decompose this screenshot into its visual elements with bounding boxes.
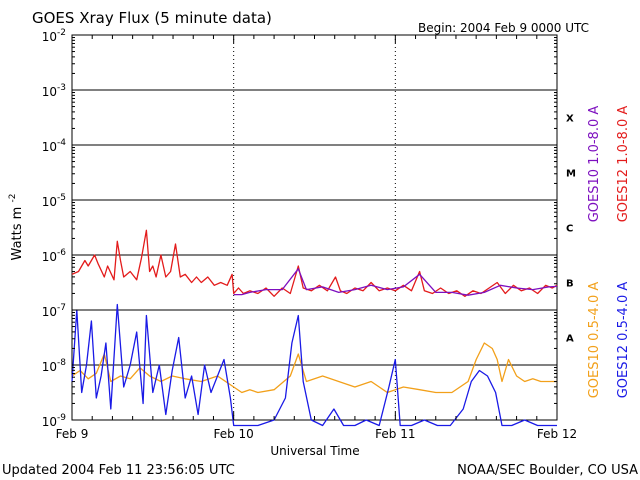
updated-label: Updated 2004 Feb 11 23:56:05 UTC	[2, 463, 235, 478]
y-tick-label: 10-8	[42, 358, 67, 374]
x-tick-label: Feb 12	[537, 427, 577, 441]
flare-class-labels: A B C M X	[566, 114, 576, 345]
y-tick-label: 10-9	[42, 413, 67, 429]
y-tick-label: 10-3	[42, 83, 66, 99]
series-line	[71, 229, 558, 297]
y-tick-label: 10-5	[42, 193, 66, 209]
x-tick-label: Feb 9	[56, 427, 89, 441]
svg-text:Watts m -2: Watts m -2	[8, 194, 25, 261]
flare-class-label: X	[566, 114, 574, 125]
series-layer	[71, 229, 558, 427]
y-axis-label: Watts m -2	[8, 194, 25, 261]
x-axis-label: Universal Time	[270, 444, 359, 458]
x-tick-label: Feb 11	[375, 427, 415, 441]
y-tick-label: 10-6	[42, 248, 67, 264]
begin-label: Begin: 2004 Feb 9 0000 UTC	[418, 21, 589, 35]
y-axis-label-exp: -2	[8, 194, 18, 203]
flare-class-label: A	[566, 334, 574, 345]
y-tick-label: 10-2	[42, 28, 66, 44]
legend-entry: GOES10 0.5-4.0 A	[587, 282, 602, 399]
series-line	[233, 268, 558, 296]
y-axis: 10-9 10-8 10-7 10-6 10-5 10-4 10-3 10-2	[42, 28, 557, 429]
y-tick-label: 10-7	[42, 303, 66, 319]
day-dividers	[233, 35, 396, 420]
series-legend: GOES10 1.0-8.0 A GOES12 1.0-8.0 A GOES10 0…	[587, 106, 631, 399]
flare-class-label: C	[566, 224, 573, 235]
legend-entry: GOES10 1.0-8.0 A	[587, 106, 602, 223]
flare-class-label: B	[566, 279, 574, 290]
credit-label: NOAA/SEC Boulder, CO USA	[457, 463, 638, 478]
x-tick-label: Feb 10	[213, 427, 253, 441]
legend-entry: GOES12 0.5-4.0 A	[616, 282, 631, 399]
decade-gridlines	[72, 89, 557, 366]
chart-title: GOES Xray Flux (5 minute data)	[32, 9, 272, 27]
y-tick-label: 10-4	[42, 138, 67, 154]
series-line	[71, 303, 557, 427]
y-axis-label-main: Watts m	[10, 207, 25, 261]
legend-entry: GOES12 1.0-8.0 A	[616, 106, 631, 223]
plot-frame	[71, 34, 558, 427]
x-axis: Feb 9 Feb 10 Feb 11 Feb 12	[56, 35, 577, 441]
flare-class-label: M	[566, 169, 576, 180]
